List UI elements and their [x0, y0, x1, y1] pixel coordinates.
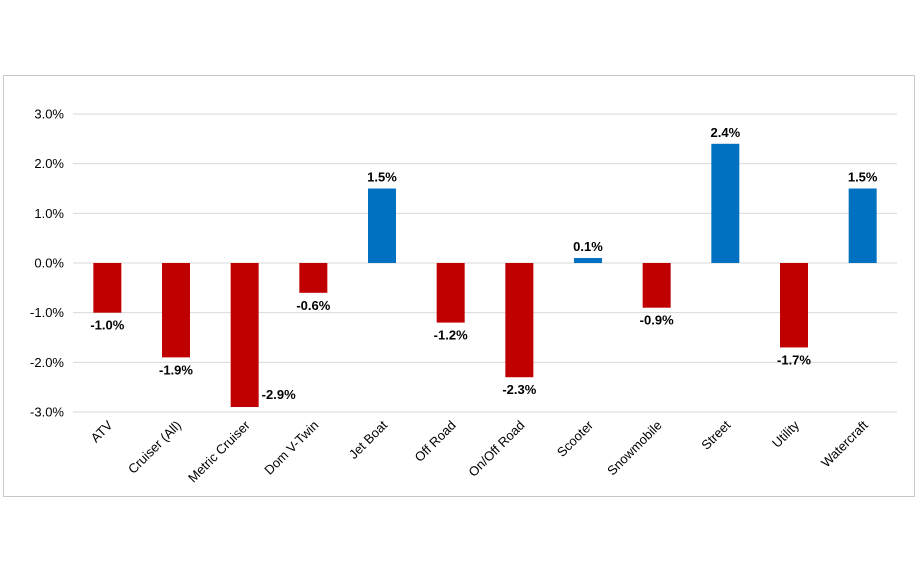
- category-label: Snowmobile: [604, 418, 665, 479]
- category-label: On/Off Road: [465, 418, 527, 480]
- x-axis-categories: ATV Cruiser (All) Metric Cruiser Dom V-Twin…: [88, 417, 871, 485]
- y-tick-label: 1.0%: [34, 206, 64, 221]
- data-label: -0.6%: [296, 298, 330, 313]
- category-label: Street: [698, 417, 733, 452]
- y-tick-label: -3.0%: [30, 405, 64, 420]
- bar: [162, 263, 190, 358]
- data-label: 1.5%: [848, 170, 878, 185]
- bar: [299, 263, 328, 293]
- bar: [574, 258, 602, 263]
- y-tick-label: 0.0%: [34, 256, 64, 271]
- category-label: Utility: [769, 417, 802, 450]
- category-label: Metric Cruiser: [185, 417, 253, 485]
- bars: [93, 143, 877, 408]
- data-label: -0.9%: [640, 313, 674, 328]
- data-label: -1.9%: [159, 362, 193, 377]
- gridlines: [73, 113, 897, 413]
- bar: [780, 263, 808, 348]
- bar: [436, 263, 465, 323]
- bar: [93, 263, 122, 313]
- data-label: 0.1%: [573, 239, 603, 254]
- bar: [848, 188, 877, 263]
- data-label: -2.3%: [502, 382, 536, 397]
- data-label: -2.9%: [262, 387, 296, 402]
- category-label: Cruiser (All): [125, 418, 184, 477]
- bar: [368, 188, 396, 263]
- y-tick-label: 3.0%: [34, 107, 64, 122]
- y-tick-label: -2.0%: [30, 355, 64, 370]
- category-label: Watercraft: [818, 417, 871, 470]
- data-label: -1.0%: [90, 318, 124, 333]
- bar: [505, 263, 534, 378]
- y-tick-label: -1.0%: [30, 305, 64, 320]
- data-label: -1.7%: [777, 352, 811, 367]
- category-label: Scooter: [554, 417, 597, 460]
- data-label: 1.5%: [367, 170, 397, 185]
- bar: [642, 263, 671, 308]
- category-label: Jet Boat: [346, 417, 391, 462]
- y-tick-label: 2.0%: [34, 156, 64, 171]
- data-label: 2.4%: [711, 125, 741, 140]
- category-label: ATV: [88, 417, 116, 445]
- data-labels: -1.0% -1.9% -2.9% -0.6% 1.5% -1.2% -2.3% 0.1% -0…: [90, 125, 878, 402]
- category-label: Off Road: [412, 418, 459, 465]
- bar: [230, 263, 259, 408]
- category-label: Dom V-Twin: [261, 418, 321, 478]
- y-axis-ticks: 3.0% 2.0% 1.0% 0.0% -1.0% -2.0% -3.0%: [30, 107, 64, 420]
- data-label: -1.2%: [434, 328, 468, 343]
- bar: [711, 143, 740, 263]
